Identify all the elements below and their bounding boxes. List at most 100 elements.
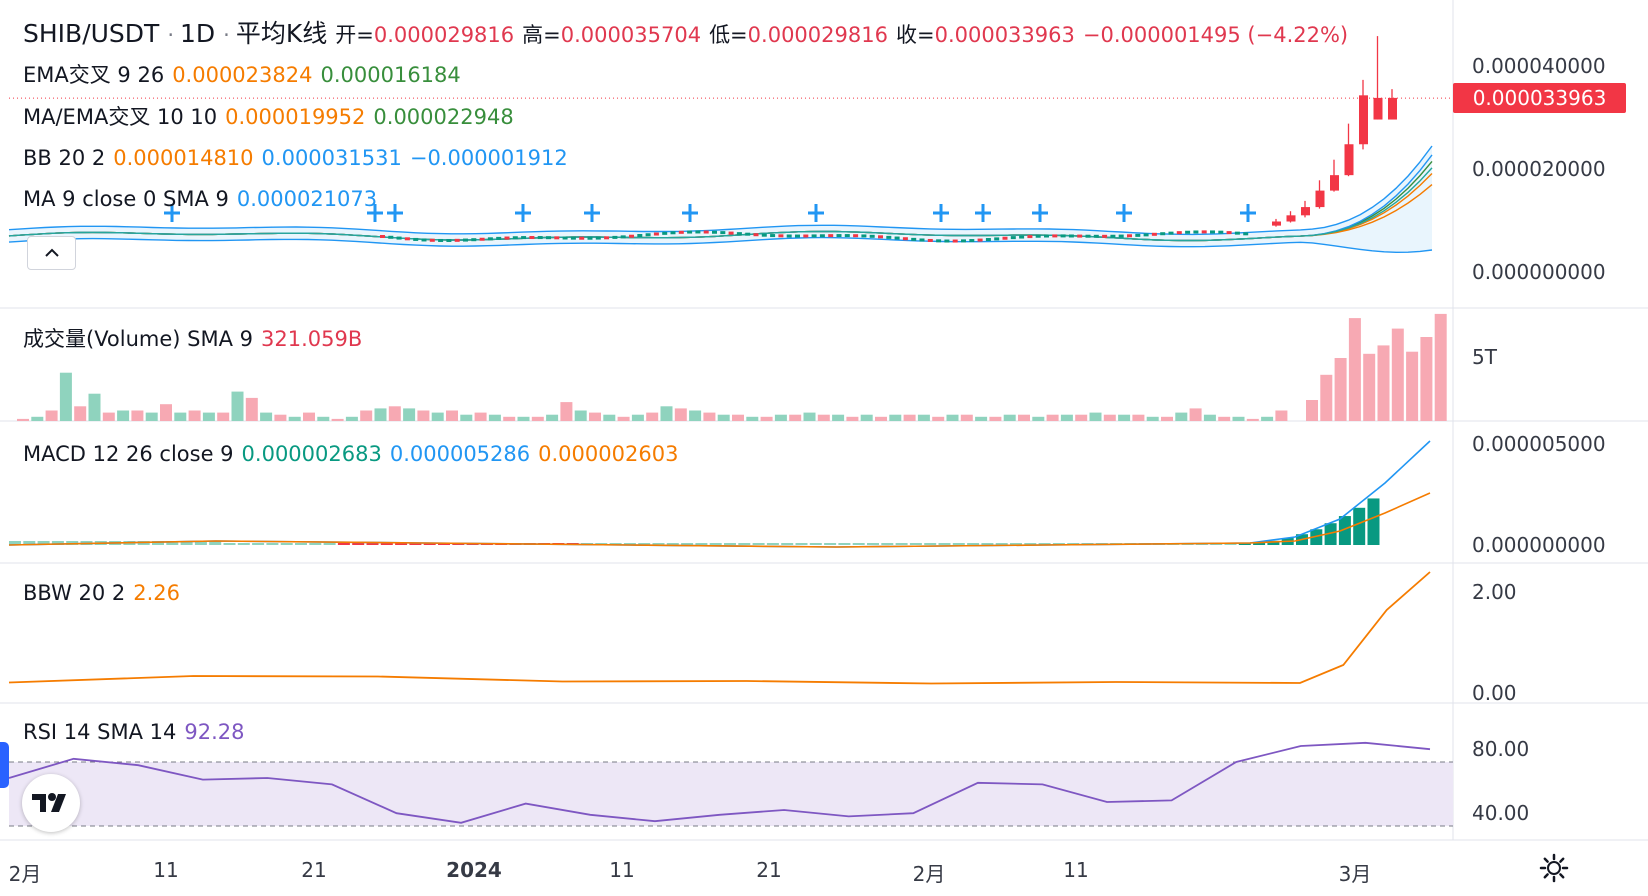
price-pane[interactable]	[8, 36, 1453, 254]
x-tick: 11	[609, 858, 635, 882]
candle	[770, 234, 776, 238]
macd-histogram-bar	[652, 543, 665, 545]
high-value: 0.000035704	[560, 23, 702, 47]
volume-bar	[1320, 374, 1333, 421]
volume-bar	[1363, 353, 1376, 421]
candle	[1060, 234, 1066, 238]
rsi-axis-label: 40.00	[1472, 801, 1530, 825]
volume-bar	[903, 414, 916, 421]
volume-bar	[1146, 416, 1159, 421]
candle	[537, 236, 543, 240]
indicator-value: 0.000002683	[241, 442, 382, 466]
volume-bar	[160, 404, 172, 421]
macd-pane[interactable]	[8, 440, 1431, 548]
volume-bar	[560, 402, 573, 421]
macd-histogram-bar	[1038, 543, 1051, 545]
x-tick-year: 2024	[446, 858, 502, 882]
indicator-label: MA/EMA交叉 10 10	[23, 105, 218, 129]
volume-bar	[102, 412, 115, 421]
volume-bar	[1232, 416, 1245, 421]
x-tick: 21	[756, 858, 782, 882]
volume-bar	[989, 416, 1002, 421]
legend-macd[interactable]: MACD 12 26 close 9 0.000002683 0.000005286…	[23, 442, 686, 466]
interval[interactable]: 1D	[180, 19, 216, 48]
volume-bar	[517, 416, 530, 421]
legend-ma-ema-cross[interactable]: MA/EMA交叉 10 10 0.000019952 0.000022948	[23, 105, 522, 129]
bbw-line	[8, 571, 1431, 685]
candle	[404, 237, 410, 241]
legend-ma[interactable]: MA 9 close 0 SMA 9 0.000021073	[23, 187, 385, 211]
volume-bar	[131, 410, 144, 421]
volume-bar	[231, 391, 244, 421]
candle	[736, 232, 742, 236]
macd-histogram-bar	[795, 543, 808, 545]
candle	[587, 236, 593, 240]
macd-histogram-bar	[23, 541, 36, 545]
volume-bar	[17, 418, 29, 421]
gear-icon[interactable]	[1538, 852, 1570, 884]
candle	[1110, 234, 1116, 238]
volume-bar	[589, 412, 601, 421]
expand-panel-tab[interactable]	[0, 742, 9, 788]
volume-bar	[932, 416, 945, 421]
moving-average-lines	[8, 154, 1433, 242]
candle	[1044, 234, 1049, 238]
candle	[944, 239, 950, 243]
macd-histogram-bar	[209, 541, 222, 545]
indicator-label: MACD 12 26 close 9	[23, 442, 234, 466]
candle	[612, 235, 618, 239]
legend-bb[interactable]: BB 20 2 0.000014810 0.000031531 −0.00000191…	[23, 146, 576, 170]
volume-bar	[117, 410, 130, 421]
candle	[894, 236, 900, 240]
candle	[1068, 234, 1074, 238]
volume-bar	[45, 410, 58, 421]
macd-histogram-bar	[952, 543, 965, 545]
macd-histogram-bar	[724, 543, 736, 545]
macd-histogram-bar	[309, 543, 322, 545]
chart-style[interactable]: 平均K线	[235, 19, 328, 48]
candle	[1193, 230, 1199, 234]
macd-histogram-bar	[395, 543, 408, 545]
indicator-value: 321.059B	[261, 327, 363, 351]
candle	[620, 235, 626, 239]
volume-bar	[817, 414, 830, 421]
indicator-value: 0.000014810	[113, 146, 254, 170]
x-tick: 11	[1063, 858, 1089, 882]
candle	[952, 239, 958, 243]
legend-bbw[interactable]: BBW 20 2 2.26	[23, 581, 188, 605]
volume-bar	[803, 412, 816, 421]
macd-histogram-bar	[867, 543, 879, 545]
macd-axis-label: 0.000000000	[1472, 533, 1606, 557]
volume-bar	[245, 397, 258, 421]
macd-histogram-bar	[266, 543, 279, 545]
macd-histogram-bar	[323, 543, 336, 545]
bbw-pane[interactable]	[8, 571, 1431, 685]
macd-histogram-bar	[9, 541, 21, 545]
volume-bar	[946, 414, 959, 421]
candle	[1160, 232, 1166, 236]
rsi-pane[interactable]	[8, 741, 1453, 827]
candle	[819, 234, 825, 238]
candle-body	[1388, 97, 1397, 120]
macd-histogram-bar	[852, 543, 865, 545]
legend-ema-cross[interactable]: EMA交叉 9 26 0.000023824 0.000016184	[23, 63, 469, 87]
legend-volume[interactable]: 成交量(Volume) SMA 9 321.059B	[23, 327, 370, 351]
bb-upper-line	[8, 145, 1433, 236]
candle	[745, 232, 751, 236]
candle-body	[1359, 95, 1368, 145]
bbw-axis-label: 2.00	[1472, 580, 1517, 604]
candle	[1002, 236, 1008, 240]
candle	[595, 236, 601, 240]
volume-bar	[689, 410, 702, 421]
volume-bar	[717, 414, 730, 421]
collapse-legend-button[interactable]	[27, 236, 76, 270]
volume-bar	[1132, 414, 1145, 421]
symbol-name[interactable]: SHIB/USDT	[23, 19, 160, 48]
legend-rsi[interactable]: RSI 14 SMA 14 92.28	[23, 720, 253, 744]
candle	[844, 234, 850, 238]
macd-histogram-bar	[337, 543, 350, 545]
volume-pane[interactable]	[17, 313, 1447, 421]
volume-bar	[1046, 414, 1059, 421]
volume-bar	[59, 372, 72, 421]
tradingview-logo[interactable]	[22, 774, 80, 832]
